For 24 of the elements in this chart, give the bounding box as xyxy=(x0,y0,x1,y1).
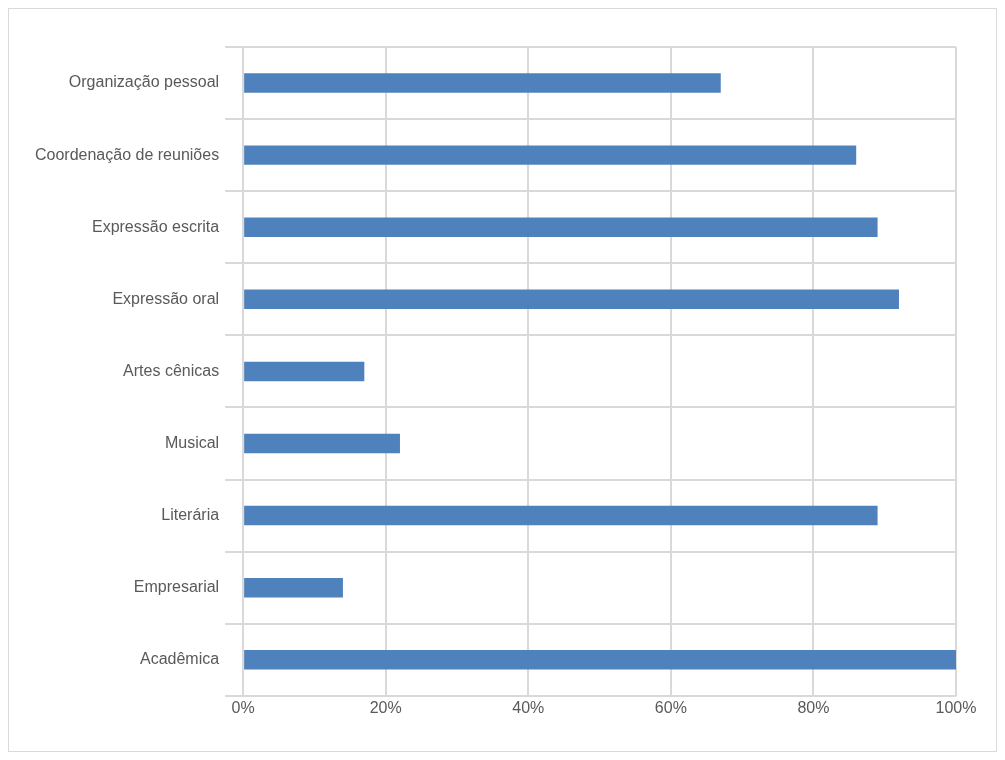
bar xyxy=(244,650,956,670)
bar xyxy=(244,577,343,598)
y-tick-label: Artes cênicas xyxy=(123,361,220,379)
bar xyxy=(244,289,899,310)
y-tick-label: Organização pessoal xyxy=(68,73,220,91)
x-tick-label: 0% xyxy=(231,698,255,716)
bar xyxy=(244,433,400,454)
y-tick-label: Coordenação de reuniões xyxy=(34,145,220,163)
x-tick-label: 20% xyxy=(369,698,402,716)
x-tick-label: 40% xyxy=(512,698,545,716)
bar xyxy=(244,217,878,237)
bar xyxy=(244,361,365,382)
y-tick-label: Empresarial xyxy=(133,578,220,596)
y-tick-label: Acadêmica xyxy=(139,650,220,668)
bar xyxy=(244,145,857,165)
y-tick-label: Literária xyxy=(161,505,220,523)
x-tick-label: 100% xyxy=(935,698,977,716)
x-tick-label: 60% xyxy=(654,698,687,716)
y-tick-label: Musical xyxy=(164,433,220,451)
y-tick-label: Expressão oral xyxy=(112,289,220,307)
y-tick-label: Expressão escrita xyxy=(91,217,220,235)
bar xyxy=(244,73,721,93)
bar xyxy=(244,505,878,526)
x-tick-label: 80% xyxy=(797,698,830,716)
